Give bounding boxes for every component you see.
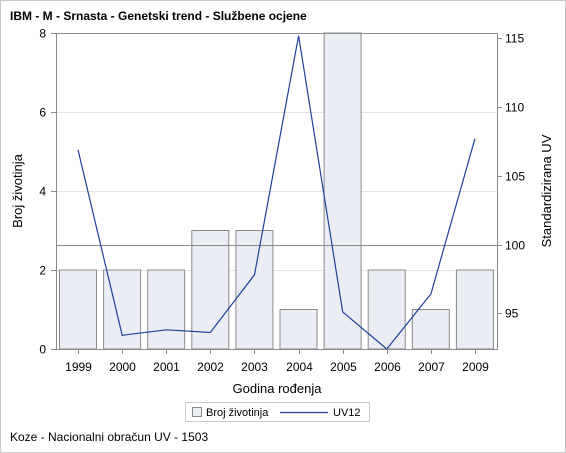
y2-axis-title: Standardizirana UV: [539, 134, 554, 247]
x-tick-label: 2004: [286, 360, 313, 374]
y2-tick-label: 105: [505, 170, 525, 184]
x-tick-label: 2005: [330, 360, 357, 374]
tick-labels-layer: 0 2 4 6 8 95 100 105 110 115 1999 2000 2001 2002 2003 2…: [39, 27, 525, 375]
bar: [323, 32, 362, 350]
bar: [147, 269, 186, 350]
bar: [191, 230, 230, 350]
y2-tick-label: 110: [505, 101, 524, 115]
legend-swatch-bar: [192, 407, 202, 417]
y-tick-label: 2: [39, 264, 46, 278]
x-tick-label: 2007: [418, 360, 445, 374]
y2-tick-label: 115: [505, 32, 524, 46]
x-tick-label: 2000: [109, 360, 136, 374]
x-tick-label: 2003: [241, 360, 268, 374]
footnote: Koze - Nacionalni obračun UV - 1503: [10, 430, 209, 444]
x-tick-label: 2002: [197, 360, 224, 374]
x-tick-label: 2006: [374, 360, 401, 374]
axes-layer: [51, 33, 502, 354]
bar: [59, 269, 97, 350]
x-axis-title: Godina rođenja: [233, 381, 323, 396]
legend-label-line: UV12: [333, 407, 361, 419]
bar: [455, 269, 494, 350]
legend: Broj životinja UV12: [185, 402, 370, 422]
x-tick-label: 2001: [153, 360, 180, 374]
bar: [235, 230, 274, 350]
y-axis-title: Broj životinja: [10, 153, 25, 227]
y-tick-label: 4: [39, 185, 46, 199]
plot-border: [56, 33, 498, 350]
legend-box: [185, 402, 370, 422]
y-tick-label: 0: [39, 343, 46, 357]
y2-tick-label: 100: [505, 239, 525, 253]
legend-label-bar: Broj životinja: [206, 407, 269, 419]
y-tick-label: 8: [39, 27, 46, 41]
grid-layer: [56, 33, 497, 271]
bar: [411, 309, 450, 350]
y2-tick-label: 95: [505, 307, 519, 321]
bar: [367, 269, 406, 350]
line-series-layer: [77, 35, 476, 350]
x-tick-label: 2009: [462, 360, 489, 374]
x-tick-label: 1999: [65, 360, 92, 374]
chart-title: IBM - M - Srnasta - Genetski trend - Slu…: [10, 9, 307, 23]
bar: [279, 309, 318, 350]
y-tick-label: 6: [39, 106, 46, 120]
uv12-line: [77, 35, 476, 350]
